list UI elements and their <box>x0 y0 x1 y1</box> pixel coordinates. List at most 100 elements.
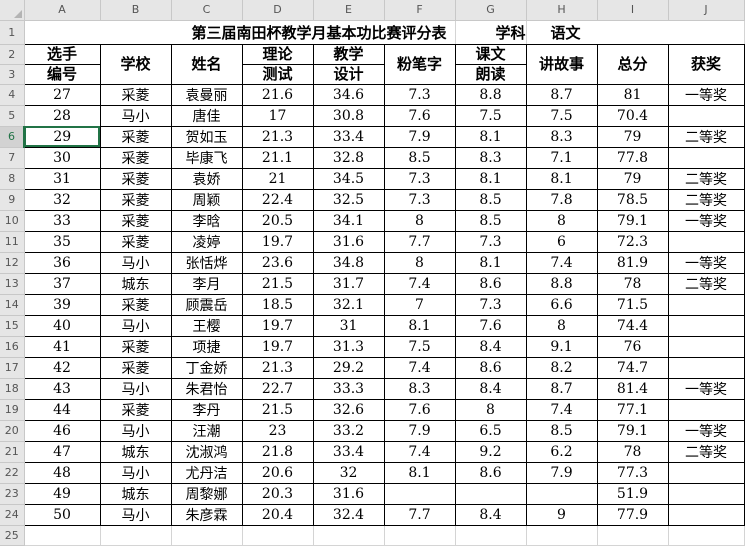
award-cell[interactable]: 二等奖 <box>667 125 745 148</box>
number-cell[interactable]: 46 <box>23 419 101 442</box>
header-story[interactable]: 讲故事 <box>525 43 598 85</box>
story-cell[interactable]: 6 <box>525 230 598 253</box>
name-cell[interactable]: 周颖 <box>170 188 243 211</box>
column-header-h[interactable]: H <box>526 0 598 21</box>
name-cell[interactable]: 张恬烨 <box>170 251 243 274</box>
total-cell[interactable]: 70.4 <box>596 104 669 127</box>
design-cell[interactable]: 31.6 <box>312 482 385 505</box>
number-cell[interactable]: 44 <box>23 398 101 421</box>
reading-cell[interactable]: 8.6 <box>454 272 527 295</box>
award-cell[interactable]: 一等奖 <box>667 377 745 400</box>
theory-cell[interactable]: 21.3 <box>241 356 314 379</box>
chalk-cell[interactable]: 7.7 <box>383 503 456 526</box>
header-reading-line2[interactable]: 朗读 <box>454 63 527 85</box>
row-header[interactable]: 12 <box>0 252 25 274</box>
empty-cell[interactable] <box>99 524 172 546</box>
row-header[interactable]: 11 <box>0 231 25 253</box>
design-cell[interactable]: 30.8 <box>312 104 385 127</box>
story-cell[interactable]: 9 <box>525 503 598 526</box>
school-cell[interactable]: 马小 <box>99 104 172 127</box>
name-cell[interactable]: 袁曼丽 <box>170 83 243 106</box>
total-cell[interactable]: 77.3 <box>596 461 669 484</box>
reading-cell[interactable]: 8.4 <box>454 377 527 400</box>
total-cell[interactable]: 79.1 <box>596 209 669 232</box>
design-cell[interactable]: 32.5 <box>312 188 385 211</box>
total-cell[interactable]: 78.5 <box>596 188 669 211</box>
chalk-cell[interactable]: 8.5 <box>383 146 456 169</box>
school-cell[interactable]: 采菱 <box>99 146 172 169</box>
award-cell[interactable]: 二等奖 <box>667 167 745 190</box>
reading-cell[interactable]: 8.1 <box>454 125 527 148</box>
name-cell[interactable]: 凌婷 <box>170 230 243 253</box>
column-header-c[interactable]: C <box>171 0 243 21</box>
chalk-cell[interactable]: 8.3 <box>383 377 456 400</box>
story-cell[interactable]: 8.3 <box>525 125 598 148</box>
total-cell[interactable]: 81.4 <box>596 377 669 400</box>
name-cell[interactable]: 尤丹洁 <box>170 461 243 484</box>
name-cell[interactable]: 朱彦霖 <box>170 503 243 526</box>
row-header[interactable]: 10 <box>0 210 25 232</box>
row-header[interactable]: 6 <box>0 126 25 148</box>
award-cell[interactable]: 一等奖 <box>667 209 745 232</box>
number-cell[interactable]: 49 <box>23 482 101 505</box>
story-cell[interactable]: 7.1 <box>525 146 598 169</box>
total-cell[interactable]: 77.1 <box>596 398 669 421</box>
school-cell[interactable]: 马小 <box>99 251 172 274</box>
school-cell[interactable]: 采菱 <box>99 335 172 358</box>
theory-cell[interactable]: 23.6 <box>241 251 314 274</box>
total-cell[interactable]: 79 <box>596 125 669 148</box>
select-all-corner[interactable] <box>0 0 25 21</box>
theory-cell[interactable]: 19.7 <box>241 314 314 337</box>
reading-cell[interactable]: 7.3 <box>454 293 527 316</box>
total-cell[interactable]: 74.7 <box>596 356 669 379</box>
chalk-cell[interactable]: 8 <box>383 209 456 232</box>
school-cell[interactable]: 采菱 <box>99 398 172 421</box>
theory-cell[interactable]: 19.7 <box>241 335 314 358</box>
award-cell[interactable] <box>667 146 745 169</box>
row-header[interactable]: 18 <box>0 378 25 400</box>
chalk-cell[interactable]: 7.4 <box>383 356 456 379</box>
number-cell[interactable]: 48 <box>23 461 101 484</box>
award-cell[interactable]: 二等奖 <box>667 272 745 295</box>
number-cell[interactable]: 40 <box>23 314 101 337</box>
chalk-cell[interactable]: 7.4 <box>383 272 456 295</box>
theory-cell[interactable]: 21.6 <box>241 83 314 106</box>
school-cell[interactable]: 城东 <box>99 272 172 295</box>
row-header[interactable]: 4 <box>0 84 25 106</box>
column-header-f[interactable]: F <box>384 0 456 21</box>
name-cell[interactable]: 贺如玉 <box>170 125 243 148</box>
design-cell[interactable]: 34.6 <box>312 83 385 106</box>
empty-cell[interactable] <box>667 524 745 546</box>
row-header[interactable]: 17 <box>0 357 25 379</box>
total-cell[interactable]: 79.1 <box>596 419 669 442</box>
row-header[interactable]: 19 <box>0 399 25 421</box>
row-header[interactable]: 15 <box>0 315 25 337</box>
story-cell[interactable]: 7.4 <box>525 251 598 274</box>
story-cell[interactable]: 8.1 <box>525 167 598 190</box>
subject-label[interactable]: 学科 <box>454 19 527 45</box>
design-cell[interactable]: 32 <box>312 461 385 484</box>
name-cell[interactable]: 丁金娇 <box>170 356 243 379</box>
design-cell[interactable]: 34.5 <box>312 167 385 190</box>
number-cell[interactable]: 29 <box>23 125 101 148</box>
design-cell[interactable]: 31.6 <box>312 230 385 253</box>
reading-cell[interactable]: 7.5 <box>454 104 527 127</box>
row-header[interactable]: 20 <box>0 420 25 442</box>
row-header[interactable]: 2 <box>0 44 25 65</box>
chalk-cell[interactable]: 7.3 <box>383 188 456 211</box>
number-cell[interactable]: 28 <box>23 104 101 127</box>
school-cell[interactable]: 马小 <box>99 461 172 484</box>
award-cell[interactable] <box>667 314 745 337</box>
total-cell[interactable]: 72.3 <box>596 230 669 253</box>
award-cell[interactable]: 一等奖 <box>667 419 745 442</box>
theory-cell[interactable]: 19.7 <box>241 230 314 253</box>
number-cell[interactable]: 32 <box>23 188 101 211</box>
school-cell[interactable]: 城东 <box>99 440 172 463</box>
name-cell[interactable]: 朱君怡 <box>170 377 243 400</box>
name-cell[interactable]: 袁娇 <box>170 167 243 190</box>
column-header-g[interactable]: G <box>455 0 527 21</box>
number-cell[interactable]: 35 <box>23 230 101 253</box>
total-cell[interactable]: 77.9 <box>596 503 669 526</box>
theory-cell[interactable]: 21.8 <box>241 440 314 463</box>
empty-cell[interactable] <box>170 524 243 546</box>
